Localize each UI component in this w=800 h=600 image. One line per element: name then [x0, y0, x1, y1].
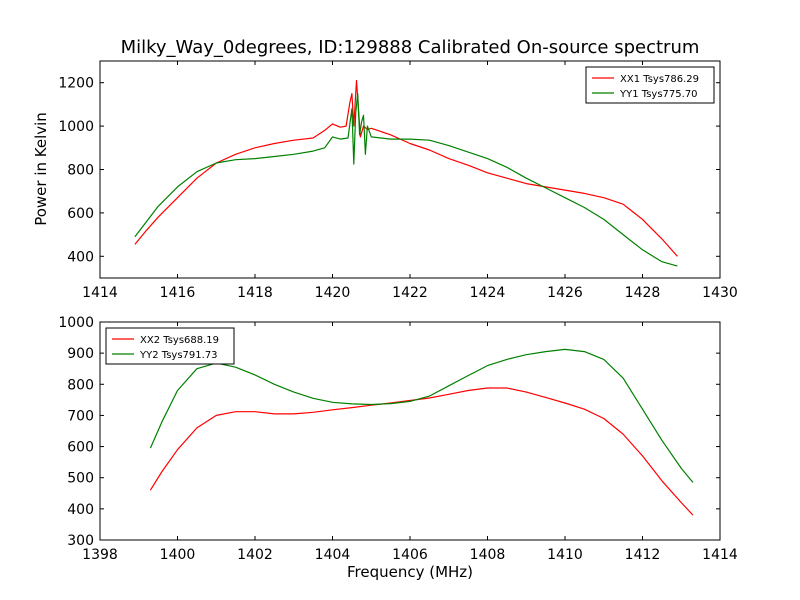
top-x-tick-label: 1414: [82, 285, 118, 301]
top-plot: 1414 1416 1418 1420 1422 1424 1426 1428 1430 400 6…: [58, 60, 738, 301]
bottom-x-tick-label: 1406: [392, 547, 428, 563]
bottom-x-tick-label: 1402: [237, 547, 273, 563]
top-x-tick-label: 1426: [547, 285, 583, 301]
bottom-y-tick-label: 800: [67, 377, 94, 393]
top-y-axis-label: Power in Kelvin: [32, 112, 50, 226]
bottom-y-tick-label: 900: [67, 346, 94, 362]
bottom-series-line-2: [149, 348, 694, 483]
top-x-tick-label: 1422: [392, 285, 428, 301]
top-legend-label-2: YY1 Tsys775.70: [619, 89, 698, 100]
bottom-plot: 1398 1400 1402 1404 1406 1408 1410 1412 1414 300 4…: [58, 315, 738, 563]
bottom-x-tick-label: 1398: [82, 547, 118, 563]
top-x-tick-label: 1420: [315, 285, 351, 301]
bottom-x-tick-label: 1404: [315, 547, 351, 563]
bottom-legend: XX2 Tsys688.19 YY2 Tsys791.73: [105, 327, 235, 365]
bottom-y-tick-label: 400: [67, 502, 94, 518]
bottom-x-tick-label: 1410: [547, 547, 583, 563]
top-y-tick-label: 400: [67, 249, 94, 265]
bottom-x-tick-label: 1408: [470, 547, 506, 563]
top-y-tick-label: 800: [67, 163, 94, 179]
top-legend: XX1 Tsys786.29 YY1 Tsys775.70: [585, 66, 715, 104]
bottom-legend-label-1: XX2 Tsys688.19: [140, 335, 219, 346]
top-series-line-2: [134, 92, 678, 267]
top-x-tick-label: 1428: [625, 285, 661, 301]
bottom-x-axis-label: Frequency (MHz): [347, 563, 473, 581]
bottom-legend-box: [105, 327, 235, 365]
bottom-x-tick-label: 1414: [702, 547, 738, 563]
top-y-tick-label: 1000: [58, 119, 94, 135]
top-x-tick-label: 1430: [702, 285, 738, 301]
top-y-tick-label: 600: [67, 206, 94, 222]
top-legend-label-1: XX1 Tsys786.29: [620, 74, 699, 85]
top-legend-box: [585, 66, 715, 104]
bottom-legend-label-2: YY2 Tsys791.73: [139, 350, 218, 361]
chart-title: Milky_Way_0degrees, ID:129888 Calibrated…: [121, 37, 700, 58]
bottom-y-tick-label: 600: [67, 440, 94, 456]
top-x-tick-label: 1416: [160, 285, 196, 301]
bottom-x-tick-label: 1412: [625, 547, 661, 563]
bottom-y-tick-label: 700: [67, 408, 94, 424]
top-x-tick-label: 1424: [470, 285, 506, 301]
bottom-x-tick-label: 1400: [160, 547, 196, 563]
bottom-y-tick-label: 1000: [58, 315, 94, 331]
bottom-y-tick-label: 300: [67, 533, 94, 549]
top-y-tick-label: 1200: [58, 76, 94, 92]
bottom-y-tick-label: 500: [67, 471, 94, 487]
top-x-tick-label: 1418: [237, 285, 273, 301]
